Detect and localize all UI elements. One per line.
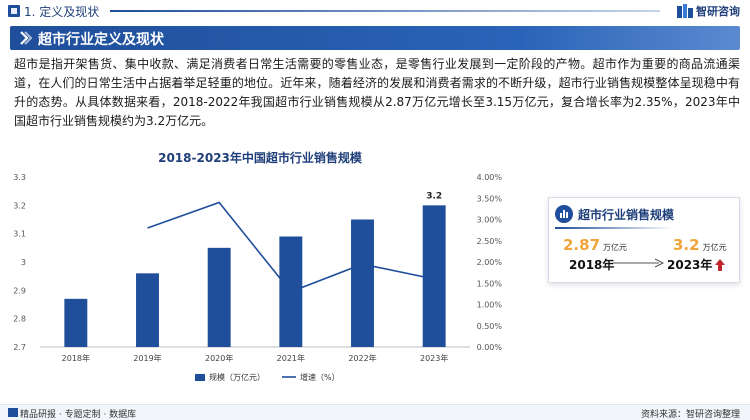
arrow-up-icon bbox=[715, 258, 726, 271]
y-left-tick-label: 2.7 bbox=[13, 343, 26, 352]
legend-line-label: 增速（%） bbox=[300, 372, 340, 382]
y-right-tick-label: 2.50% bbox=[477, 237, 503, 246]
bar bbox=[136, 273, 159, 347]
card-header: 超市行业销售规模 bbox=[555, 205, 674, 223]
y-right-tick-label: 3.50% bbox=[477, 194, 503, 203]
x-tick-label: 2023年 bbox=[420, 353, 448, 363]
y-left-tick-label: 3.1 bbox=[13, 230, 26, 239]
footer: 精品研报 · 专题定制 · 数据库 资料来源：智研咨询整理 bbox=[0, 404, 750, 420]
y-left-tick-label: 2.8 bbox=[13, 315, 26, 324]
end-year-group: 2023年 bbox=[667, 256, 726, 273]
footer-logo-icon bbox=[8, 408, 18, 417]
bar bbox=[64, 298, 88, 347]
start-unit: 万亿元 bbox=[603, 243, 628, 252]
x-tick-label: 2019年 bbox=[133, 353, 161, 363]
start-year: 2018年 bbox=[569, 258, 615, 272]
section-icon bbox=[8, 5, 20, 17]
chart-title: 2018-2023年中国超市行业销售规模 bbox=[158, 151, 362, 165]
summary-card: 超市行业销售规模 2.87 万亿元 3.2 万亿元 2018年 2023年 bbox=[548, 197, 740, 283]
footer-tagline: 精品研报 · 专题定制 · 数据库 bbox=[20, 410, 137, 420]
y-right-tick-label: 2.00% bbox=[477, 258, 503, 267]
end-unit: 万亿元 bbox=[702, 243, 727, 252]
banner-title: 超市行业定义及现状 bbox=[38, 32, 164, 48]
card-divider bbox=[555, 227, 675, 229]
arrow-right-icon bbox=[613, 258, 665, 268]
section-banner: 超市行业定义及现状 bbox=[10, 26, 740, 50]
y-right-tick-label: 0.00% bbox=[477, 343, 503, 352]
header-divider bbox=[110, 10, 660, 12]
y-right-tick-label: 0.50% bbox=[477, 322, 503, 331]
intro-paragraph: 超市是指开架售货、集中收款、满足消费者日常生活需要的零售业态，是零售行业发展到一… bbox=[14, 57, 740, 128]
brand-name: 智研咨询 bbox=[696, 5, 740, 18]
brand: 智研咨询 bbox=[677, 3, 740, 19]
legend-bar-label: 规模（万亿元） bbox=[209, 372, 265, 382]
bar bbox=[207, 247, 231, 347]
card-title: 超市行业销售规模 bbox=[578, 207, 675, 222]
x-tick-label: 2018年 bbox=[62, 353, 90, 363]
y-right-tick-label: 4.00% bbox=[477, 173, 503, 182]
chevron-right-icon bbox=[20, 31, 32, 45]
top-bar: 1. 定义及现状 智研咨询 bbox=[0, 0, 750, 22]
y-left-tick-label: 2.9 bbox=[13, 286, 26, 295]
growth-rate-line bbox=[147, 201, 435, 293]
x-tick-label: 2020年 bbox=[205, 353, 233, 363]
sales-scale-chart: 2.7 2.8 2.9 3 3.1 3.2 3.3 0.00% 0.50% 1.00% 1.50% 2… bbox=[13, 173, 503, 382]
y-left-tick-label: 3.3 bbox=[13, 173, 26, 182]
y-left-tick-label: 3 bbox=[21, 258, 26, 267]
x-tick-label: 2021年 bbox=[277, 353, 305, 363]
footer-source: 资料来源：智研咨询整理 bbox=[640, 410, 740, 420]
end-value: 3.2 bbox=[673, 236, 700, 254]
end-year: 2023年 bbox=[667, 258, 713, 272]
start-value-group: 2.87 万亿元 bbox=[563, 236, 627, 254]
y-right-tick-label: 3.00% bbox=[477, 216, 503, 225]
x-tick-label: 2022年 bbox=[348, 353, 376, 363]
bar-chart-icon bbox=[555, 205, 573, 223]
start-value: 2.87 bbox=[563, 236, 601, 254]
y-right-tick-label: 1.00% bbox=[477, 301, 503, 310]
bar bbox=[351, 219, 374, 347]
y-left-tick-label: 3.2 bbox=[13, 201, 26, 210]
section-title: 1. 定义及现状 bbox=[24, 5, 100, 19]
end-value-group: 3.2 万亿元 bbox=[673, 236, 727, 254]
legend-bar-swatch bbox=[195, 374, 205, 381]
bar-data-label: 3.2 bbox=[426, 191, 442, 201]
brand-logo-icon bbox=[677, 4, 693, 18]
bar bbox=[422, 205, 446, 347]
y-right-tick-label: 1.50% bbox=[477, 279, 503, 288]
